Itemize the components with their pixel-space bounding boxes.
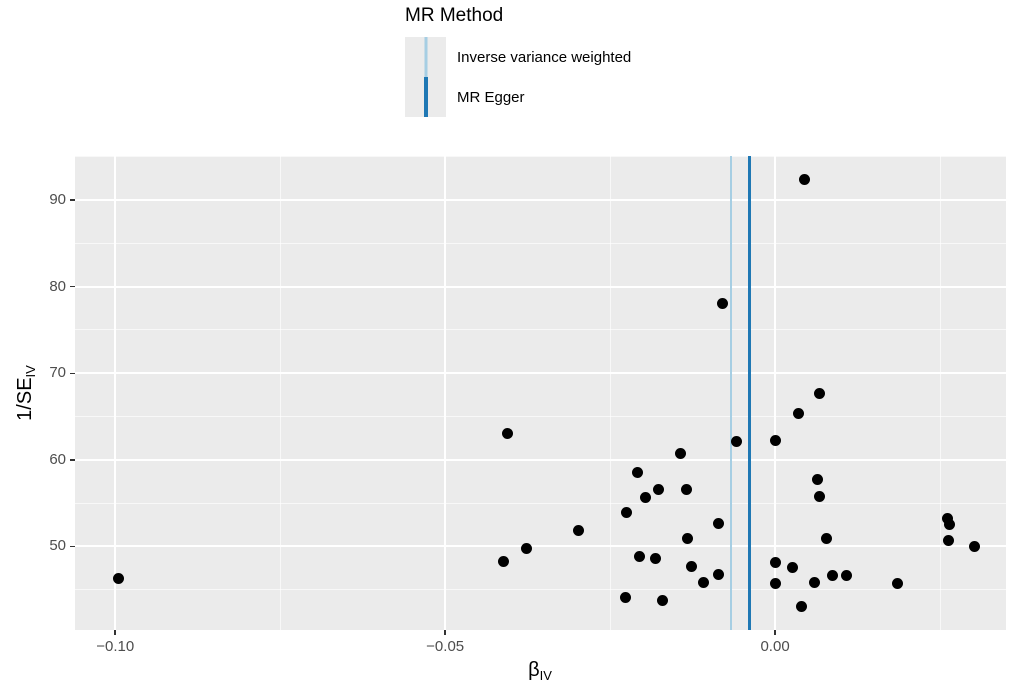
y-axis-tick [70, 199, 75, 201]
y-minor-gridline [75, 502, 1006, 504]
legend: MR Method Inverse variance weighted MR E… [405, 5, 631, 117]
y-axis-tick-label: 50 [49, 537, 66, 555]
y-major-gridline [75, 458, 1006, 461]
data-point [674, 448, 686, 460]
data-point [811, 474, 823, 486]
y-axis-tick [70, 545, 75, 548]
x-minor-gridline [939, 156, 941, 630]
x-axis-tick-label: −0.10 [96, 638, 135, 655]
ivw-line-swatch [424, 37, 427, 77]
data-point [769, 435, 781, 447]
y-minor-gridline [75, 329, 1006, 331]
data-point [712, 517, 724, 529]
y-axis-title-base: 1/SE [14, 377, 36, 421]
data-point [821, 533, 833, 545]
data-point [717, 298, 729, 310]
x-minor-gridline [609, 156, 611, 630]
data-point [686, 560, 698, 572]
y-minor-gridline [75, 242, 1006, 244]
data-point [682, 533, 694, 545]
data-point [943, 534, 955, 546]
y-minor-gridline [75, 589, 1006, 591]
y-axis-tick [70, 285, 75, 288]
y-axis-tick-label: 70 [49, 364, 66, 382]
data-point [621, 507, 633, 519]
data-point [620, 592, 632, 604]
x-major-gridline [114, 156, 117, 630]
y-axis-title: 1/SEIV [6, 156, 46, 630]
legend-label-ivw: Inverse variance weighted [457, 48, 632, 66]
x-axis-tick [444, 630, 446, 635]
x-axis-tick-label: −0.05 [426, 638, 465, 655]
legend-key-mr-egger [405, 77, 446, 117]
data-point [892, 578, 904, 590]
y-major-gridline [75, 545, 1006, 548]
data-point [521, 542, 533, 554]
x-axis-title-base: β [528, 659, 540, 681]
data-point [809, 576, 821, 588]
data-point [813, 490, 825, 502]
y-major-gridline [75, 285, 1006, 288]
legend-items: Inverse variance weighted MR Egger [405, 37, 631, 117]
data-point [650, 553, 662, 565]
data-point [793, 408, 805, 420]
data-point [631, 466, 643, 478]
legend-label-mr-egger: MR Egger [457, 88, 525, 106]
data-point [634, 551, 646, 563]
y-minor-gridline [75, 156, 1006, 158]
ivw-estimate-line [729, 156, 733, 630]
y-axis-tick [70, 372, 75, 374]
data-point [653, 483, 665, 495]
data-point [681, 483, 693, 495]
data-point [968, 540, 980, 552]
mr-egger-line-swatch [423, 77, 428, 117]
legend-item-mr-egger: MR Egger [405, 77, 631, 117]
data-point [769, 556, 781, 568]
y-axis-tick-label: 80 [49, 277, 66, 295]
data-point [713, 568, 725, 580]
x-axis-title-sub: IV [539, 668, 552, 683]
data-point [798, 173, 810, 185]
mr-egger-estimate-line [747, 156, 751, 630]
data-point [769, 578, 781, 590]
data-point [840, 569, 852, 581]
x-minor-gridline [279, 156, 281, 630]
data-point [657, 594, 669, 606]
legend-item-ivw: Inverse variance weighted [405, 37, 631, 77]
y-axis-tick-label: 90 [49, 191, 66, 208]
data-point [572, 524, 584, 536]
y-axis-tick-label: 60 [49, 450, 66, 468]
data-point [786, 561, 798, 573]
x-axis-tick [114, 630, 116, 635]
data-point [731, 436, 743, 448]
data-point [943, 519, 955, 531]
x-major-gridline [774, 156, 777, 630]
data-point [941, 513, 953, 525]
x-axis-title: βIV [528, 659, 552, 683]
legend-title: MR Method [405, 5, 504, 26]
data-point [813, 387, 825, 399]
x-axis-tick-label: 0.00 [760, 638, 790, 655]
data-point [795, 600, 807, 612]
data-point [502, 428, 514, 440]
plot-panel [75, 156, 1006, 630]
x-major-gridline [444, 156, 447, 630]
y-major-gridline [75, 199, 1006, 201]
data-point [639, 491, 651, 503]
data-point [113, 573, 125, 585]
y-axis-tick [70, 459, 75, 461]
data-point [826, 570, 838, 582]
data-point [697, 576, 709, 588]
y-major-gridline [75, 372, 1006, 375]
x-axis-tick [774, 630, 776, 635]
y-minor-gridline [75, 416, 1006, 418]
data-point [497, 555, 509, 567]
legend-key-ivw [405, 37, 446, 77]
